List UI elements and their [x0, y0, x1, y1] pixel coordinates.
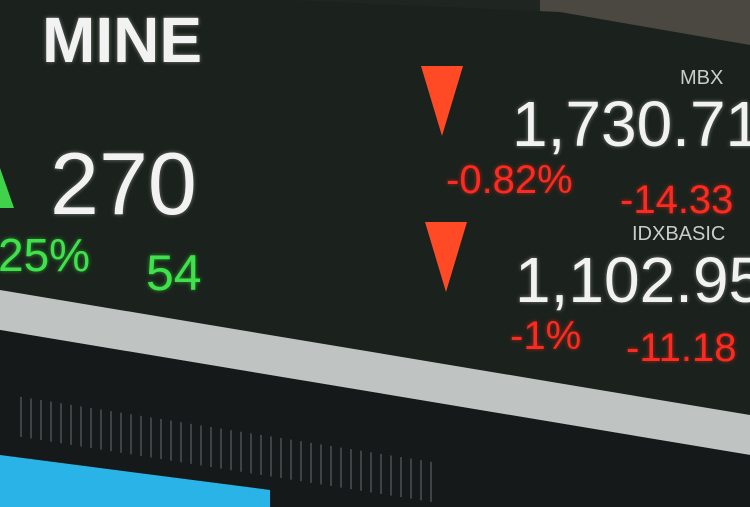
ticker-price: 1,102.95 [515, 244, 750, 316]
down-arrow-icon [425, 222, 467, 292]
ticker-change-pct: -0.82% [446, 158, 573, 202]
ticker-price: 1,730.71 [512, 88, 750, 160]
ticker-change: 54 [146, 245, 202, 301]
ticker-name: MBX [680, 67, 724, 89]
down-arrow-icon [421, 66, 463, 136]
ticker-price: 270 [50, 134, 197, 233]
up-arrow-icon [0, 168, 14, 208]
ticker-name: MINE [42, 4, 202, 76]
ticker-change: -11.18 [626, 326, 737, 370]
ticker-change-pct: 25% [0, 229, 91, 281]
ticker-change-pct: -1% [510, 314, 582, 358]
ticker-name: IDXBASIC [632, 223, 726, 245]
ticker-change: -14.33 [620, 178, 734, 222]
